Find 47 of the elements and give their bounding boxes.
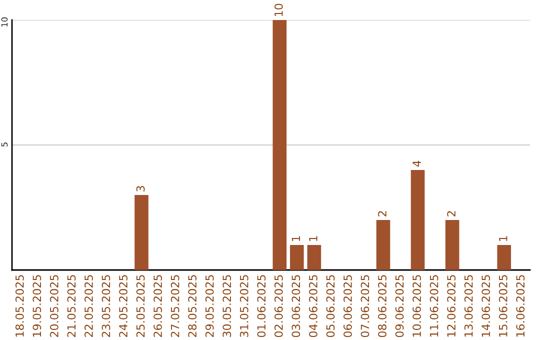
x-tick-label: 12.06.2025	[447, 275, 456, 337]
data-label: 2	[378, 211, 386, 216]
data-label: 1	[499, 236, 508, 241]
x-tick-label: 06.06.2025	[344, 275, 352, 338]
x-tick-label: 19.05.2025	[32, 275, 42, 337]
x-tick-label: 08.06.2025	[378, 275, 386, 338]
bar	[290, 245, 304, 270]
bar	[445, 220, 460, 270]
data-label: 1	[292, 236, 300, 241]
x-tick-label: 09.06.2025	[395, 275, 404, 338]
x-tick-label: 05.06.2025	[326, 275, 335, 338]
x-tick-label: 07.06.2025	[360, 275, 370, 338]
x-tick-label: 04.06.2025	[308, 275, 318, 338]
x-tick-label: 03.06.2025	[292, 275, 300, 338]
x-tick-label: 22.05.2025	[84, 275, 93, 337]
x-tick-label: 21.05.2025	[67, 275, 76, 337]
data-label: 4	[412, 160, 421, 167]
x-tick-label: 31.05.2025	[240, 275, 248, 337]
x-tick-label: 20.05.2025	[50, 275, 58, 337]
x-tick-label: 27.05.2025	[170, 275, 180, 337]
y-tick-label: 5	[1, 142, 8, 146]
x-tick-label: 11.06.2025	[430, 275, 438, 337]
x-tick-label: 01.06.2025	[257, 275, 266, 338]
bar	[376, 220, 390, 270]
x-tick-label: 02.06.2025	[274, 275, 283, 338]
x-tick-label: 29.05.2025	[205, 275, 214, 337]
bar	[410, 170, 425, 270]
data-label: 3	[136, 186, 145, 192]
bar	[307, 245, 322, 270]
bar	[134, 195, 148, 270]
x-tick-label: 23.05.2025	[102, 275, 110, 337]
x-tick-label: 28.05.2025	[188, 275, 197, 337]
x-tick-label: 18.05.2025	[15, 275, 24, 337]
x-tick-label: 24.05.2025	[119, 275, 128, 337]
bar	[272, 20, 287, 270]
x-tick-label: 30.05.2025	[222, 275, 232, 337]
x-tick-label: 10.06.2025	[412, 275, 421, 337]
x-tick-label: 14.06.2025	[482, 275, 490, 337]
x-tick-label: 25.05.2025	[136, 275, 145, 337]
x-tick-label: 15.06.2025	[498, 275, 508, 337]
x-tick-label: 16.06.2025	[516, 275, 525, 337]
x-tick-label: 26.05.2025	[154, 275, 162, 337]
data-label: 1	[309, 236, 318, 241]
data-label: 2	[447, 211, 456, 216]
bar	[497, 245, 512, 270]
data-label: 10	[274, 4, 283, 16]
x-tick-label: 13.06.2025	[464, 275, 473, 337]
